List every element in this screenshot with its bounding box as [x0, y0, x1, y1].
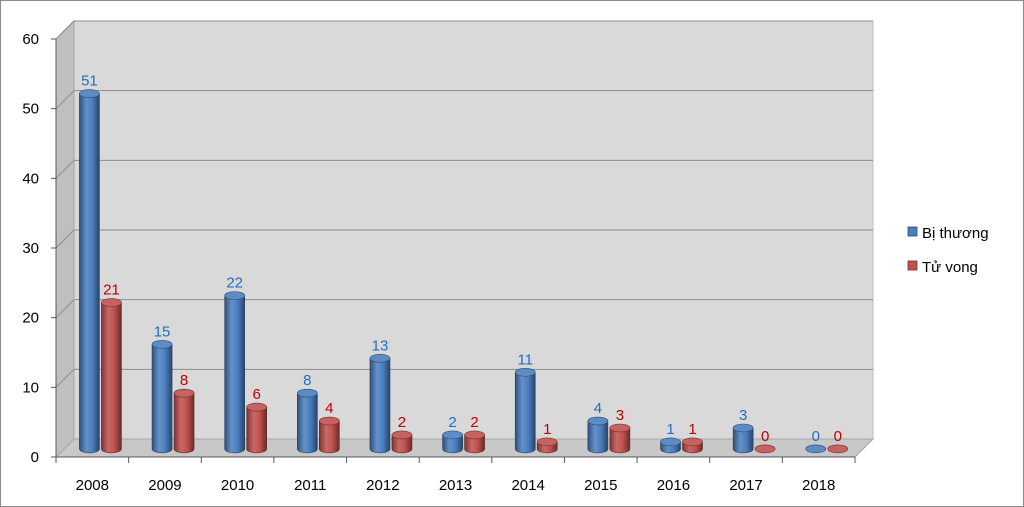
bar-injured-2011: [297, 388, 318, 454]
bar-deaths-2017: [754, 444, 776, 454]
y-tick-label: 60: [22, 31, 39, 48]
bar-injured-2008: [79, 89, 100, 454]
data-label: 2: [448, 414, 456, 431]
data-label: 22: [226, 275, 243, 292]
y-tick-label: 10: [22, 379, 39, 396]
legend-swatch: [907, 226, 918, 237]
bar-injured-2009: [151, 340, 173, 454]
data-label: 8: [180, 372, 188, 389]
x-tick-label: 2016: [657, 477, 690, 494]
data-label: 6: [253, 386, 261, 403]
data-label: 0: [834, 428, 842, 445]
x-tick-label: 2012: [366, 477, 399, 494]
legend-label: Bị thương: [922, 225, 989, 242]
gridline: [55, 159, 75, 179]
data-label: 0: [812, 428, 820, 445]
x-tick-label: 2015: [584, 477, 617, 494]
bar-deaths-2014: [536, 437, 558, 454]
bar-deaths-2009: [173, 388, 195, 454]
data-label: 4: [594, 400, 602, 417]
gridlines: [55, 20, 873, 388]
data-label: 51: [81, 73, 98, 90]
bar-injured-2017: [732, 423, 754, 454]
x-tick-label: 2014: [511, 477, 544, 494]
bar-injured-2010: [224, 291, 245, 454]
bar-deaths-2018: [827, 444, 849, 454]
data-label: 2: [398, 414, 406, 431]
x-tick-label: 2008: [76, 477, 109, 494]
bar-injured-2012: [369, 354, 391, 454]
bar-injured-2014: [514, 367, 536, 454]
gridline: [55, 90, 75, 110]
y-tick-label: 0: [31, 449, 39, 466]
bar-deaths-2016: [682, 437, 703, 454]
x-tick-label: 2018: [802, 477, 835, 494]
data-label: 15: [154, 323, 171, 340]
y-tick-label: 30: [22, 240, 39, 257]
bar-deaths-2010: [246, 402, 267, 454]
bar-deaths-2015: [609, 423, 631, 454]
bar-injured-2016: [660, 437, 681, 454]
x-tick-label: 2011: [294, 477, 326, 494]
data-label: 1: [688, 421, 696, 438]
data-label: 21: [103, 282, 120, 299]
data-label: 11: [517, 351, 533, 368]
gridline: [55, 299, 75, 319]
bar-injured-2015: [587, 416, 609, 454]
x-axis: 2008 2009 2010 2011 2012 2013 2014 2015 2016 2017…: [55, 456, 856, 494]
bar-injured-2013: [442, 430, 463, 454]
gridline: [55, 368, 75, 388]
data-label: 3: [616, 407, 624, 424]
data-label: 4: [325, 400, 333, 417]
x-tick-label: 2010: [221, 477, 254, 494]
bar-injured-2018: [805, 444, 827, 454]
x-tick-label: 2017: [729, 477, 762, 494]
bar-deaths-2013: [464, 430, 485, 454]
data-label: 1: [666, 421, 674, 438]
legend-item-deaths: Tử vong: [907, 259, 978, 276]
legend: Bị thương Tử vong: [907, 225, 989, 276]
data-label: 13: [372, 337, 389, 354]
bar-deaths-2011: [319, 416, 340, 454]
bars: [79, 89, 849, 454]
data-label: 8: [303, 372, 311, 389]
data-label: 3: [739, 407, 747, 424]
bar-deaths-2008: [101, 298, 122, 454]
gridline: [55, 229, 75, 249]
bar-deaths-2012: [391, 430, 413, 454]
gridline: [55, 20, 75, 40]
data-label: 2: [470, 414, 478, 431]
y-axis: 0 10 20 30 40 50 60: [22, 31, 57, 466]
y-tick-label: 20: [22, 310, 39, 327]
legend-swatch: [907, 260, 918, 271]
data-label: 0: [761, 428, 769, 445]
legend-item-injured: Bị thương: [907, 225, 989, 242]
y-tick-label: 50: [22, 101, 39, 118]
y-tick-label: 40: [22, 170, 39, 187]
legend-label: Tử vong: [922, 259, 978, 276]
x-tick-label: 2009: [148, 477, 181, 494]
data-label: 1: [543, 421, 551, 438]
x-tick-label: 2013: [439, 477, 472, 494]
